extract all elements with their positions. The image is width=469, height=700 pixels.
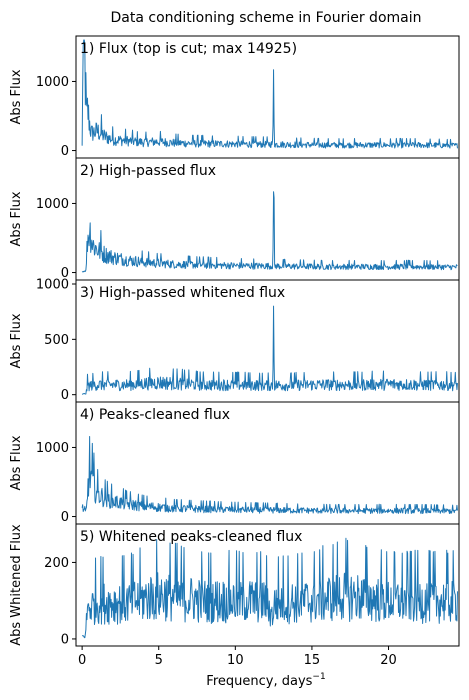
x-tick-label: 15 xyxy=(304,653,321,668)
x-axis-label: Frequency, days−1 xyxy=(206,672,325,689)
x-axis-label-superscript: −1 xyxy=(312,672,325,682)
panel-4: 0 1000 Abs Flux 4) Peaks-cleaned flux xyxy=(9,401,460,525)
y-axis-label: Abs Whitened Flux xyxy=(9,524,24,646)
x-tick-label: 5 xyxy=(155,653,163,668)
x-axis-label-text: Frequency, days xyxy=(206,674,312,689)
y-tick-label: 500 xyxy=(44,333,69,348)
x-axis: 0 5 10 15 20 xyxy=(78,646,397,668)
y-tick-label: 0 xyxy=(61,266,69,281)
figure-title: Data conditioning scheme in Fourier doma… xyxy=(111,10,422,26)
y-axis-label: Abs Flux xyxy=(9,313,24,368)
panel-label: 2) High-passed flux xyxy=(80,163,216,179)
series-line-4-1 xyxy=(81,435,458,515)
panel-2: 0 1000 Abs Flux 2) High-passed flux xyxy=(9,157,460,281)
y-axis-label: Abs Flux xyxy=(9,69,24,124)
y-tick-label: 0 xyxy=(61,510,69,525)
series-line-1-1 xyxy=(81,39,458,149)
series-line-3-1 xyxy=(81,305,458,395)
panel-label: 5) Whitened peaks-cleaned flux xyxy=(80,529,302,545)
y-tick-label: 0 xyxy=(61,144,69,159)
panel-1: 0 1000 Abs Flux 1) Flux (top is cut; max 14… xyxy=(9,35,460,159)
y-tick-label: 0 xyxy=(61,388,69,403)
series-line-5-1 xyxy=(81,537,458,639)
y-tick-label: 200 xyxy=(44,556,69,571)
panel-label: 1) Flux (top is cut; max 14925) xyxy=(80,41,297,57)
panel-label: 3) High-passed whitened flux xyxy=(80,285,285,301)
y-tick-label: 1000 xyxy=(36,441,69,456)
y-tick-label: 1000 xyxy=(36,75,69,90)
panel-frame xyxy=(75,523,460,647)
x-tick-label: 10 xyxy=(227,653,244,668)
panel-3: 0 500 1000 Abs Flux 3) High-passed whitened … xyxy=(9,278,460,403)
panel-5: 0 200 Abs Whitened Flux 5) Whitened peaks-c… xyxy=(9,523,460,647)
y-tick-label: 1000 xyxy=(36,278,69,293)
y-axis-label: Abs Flux xyxy=(9,191,24,246)
x-tick-label: 20 xyxy=(380,653,397,668)
y-tick-label: 1000 xyxy=(36,197,69,212)
panel-label: 4) Peaks-cleaned flux xyxy=(80,407,230,423)
x-tick-label: 0 xyxy=(78,653,86,668)
y-axis-label: Abs Flux xyxy=(9,435,24,490)
y-tick-label: 0 xyxy=(61,632,69,647)
series-line-2-1 xyxy=(81,191,458,273)
